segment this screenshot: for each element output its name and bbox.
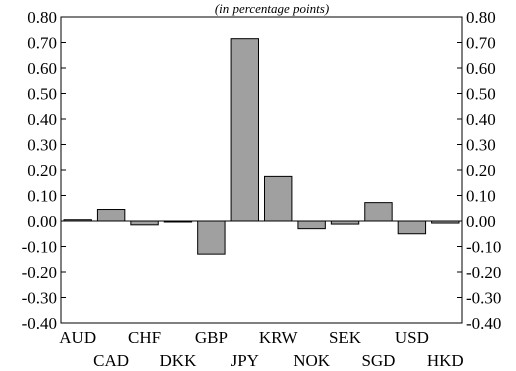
right-y-tick-label: 0.50 — [466, 85, 496, 104]
category-label-jpy: JPY — [231, 351, 259, 370]
bar-nok — [297, 220, 326, 230]
right-y-tick-label: 0.40 — [466, 110, 496, 129]
left-y-tick-label: 0.20 — [27, 161, 57, 180]
left-y-tick-label: 0.60 — [27, 59, 57, 78]
category-label-dkk: DKK — [160, 351, 198, 370]
left-y-tick-label: -0.40 — [22, 314, 57, 333]
right-y-tick-label: 0.30 — [466, 136, 496, 155]
left-y-tick-label: 0.10 — [27, 187, 57, 206]
bar-usd — [397, 220, 427, 235]
right-y-axis: 0.80 0.70 0.60 0.50 0.40 0.30 0.20 0.10 0.00 -0.1… — [457, 8, 501, 333]
left-y-axis: 0.80 0.70 0.60 0.50 0.40 0.30 0.20 0.10 0.00 -0.1… — [22, 8, 66, 333]
left-y-tick-label: -0.20 — [22, 263, 57, 282]
category-label-hkd: HKD — [427, 351, 464, 370]
right-y-tick-label: -0.40 — [466, 314, 501, 333]
category-label-chf: CHF — [128, 328, 161, 347]
right-y-tick-label: 0.70 — [466, 34, 496, 53]
right-y-tick-label: 0.60 — [466, 59, 496, 78]
left-y-tick-label: 0.40 — [27, 110, 57, 129]
right-y-tick-label: 0.80 — [466, 8, 496, 27]
category-label-usd: USD — [395, 328, 429, 347]
left-y-tick-label: -0.10 — [22, 238, 57, 257]
category-label-sek: SEK — [329, 328, 362, 347]
bar-jpy — [230, 38, 259, 222]
left-y-tick-label: 0.30 — [27, 136, 57, 155]
right-y-tick-label: -0.30 — [466, 289, 501, 308]
chart-subtitle: (in percentage points) — [215, 1, 329, 16]
left-y-tick-label: 0.50 — [27, 85, 57, 104]
category-label-sgd: SGD — [361, 351, 395, 370]
bar-cad — [96, 209, 126, 222]
bar-gbp — [197, 220, 226, 255]
left-y-tick-label: -0.30 — [22, 289, 57, 308]
category-label-cad: CAD — [93, 351, 129, 370]
right-y-tick-label: 0.10 — [466, 187, 496, 206]
category-label-nok: NOK — [293, 351, 331, 370]
bar-krw — [264, 175, 293, 222]
category-label-gbp: GBP — [195, 328, 228, 347]
category-label-aud: AUD — [59, 328, 96, 347]
left-y-tick-label: 0.80 — [27, 8, 57, 27]
right-y-tick-label: 0.20 — [466, 161, 496, 180]
right-y-tick-label: -0.20 — [466, 263, 501, 282]
left-y-tick-label: 0.70 — [27, 34, 57, 53]
right-y-tick-label: -0.10 — [466, 238, 501, 257]
bar-chf — [130, 220, 159, 226]
category-label-krw: KRW — [259, 328, 299, 347]
right-y-tick-label: 0.00 — [466, 212, 496, 231]
bar-series — [63, 38, 460, 255]
plot-frame — [60, 16, 463, 324]
left-y-tick-label: 0.00 — [27, 212, 57, 231]
bar-sgd — [364, 202, 393, 222]
